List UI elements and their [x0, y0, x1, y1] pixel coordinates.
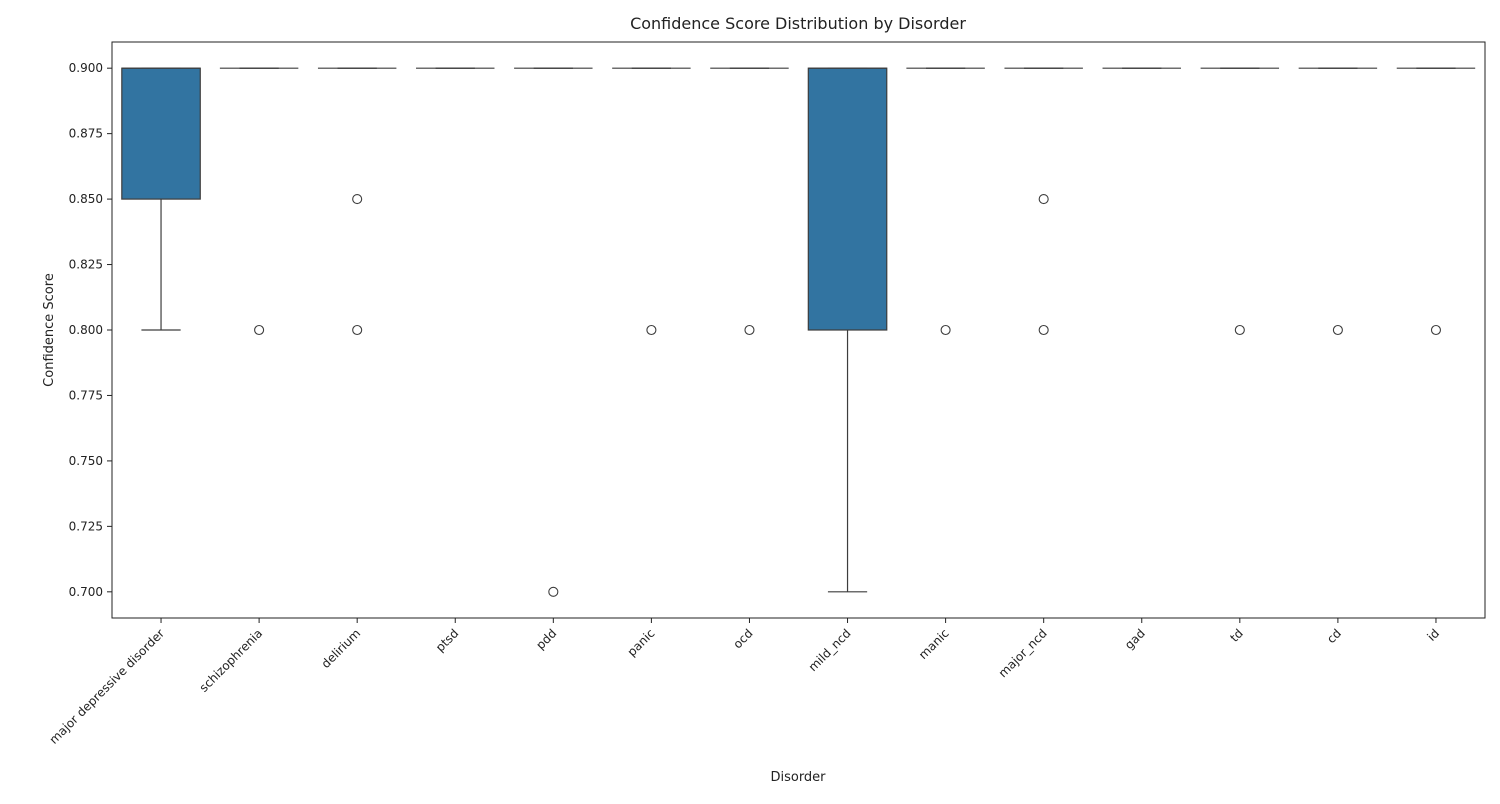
box-group-manic — [906, 67, 985, 336]
chart-title: Confidence Score Distribution by Disorde… — [630, 14, 966, 33]
outlier-point — [1430, 324, 1442, 336]
outlier-point — [548, 586, 559, 597]
y-tick-label: 0.700 — [69, 585, 103, 599]
plot-frame — [111, 41, 1486, 619]
x-tick-label: gad — [1122, 626, 1148, 652]
box-group-cd — [1298, 67, 1378, 336]
outlier-point — [1234, 324, 1245, 336]
y-axis-label: Confidence Score — [42, 273, 57, 387]
x-tick-label: major_ncd — [996, 626, 1050, 680]
box-group-panic — [612, 67, 691, 336]
x-tick-label: pdd — [533, 626, 559, 652]
outlier-point — [1332, 324, 1343, 336]
y-tick-label: 0.800 — [69, 323, 103, 337]
x-tick-label: manic — [916, 626, 952, 662]
x-tick-label: delirium — [319, 626, 364, 671]
x-tick-label: td — [1227, 626, 1246, 645]
box — [807, 67, 888, 331]
y-axis: 0.700 0.725 0.750 0.775 0.800 0.825 0.850 0.875… — [69, 61, 112, 599]
x-tick-label: ptsd — [433, 626, 461, 654]
outlier-point — [1038, 324, 1049, 336]
y-tick-label: 0.900 — [69, 61, 103, 75]
y-tick-label: 0.875 — [69, 127, 103, 141]
outlier-point — [744, 324, 755, 336]
box-group-ocd — [710, 67, 789, 336]
box-group-id — [1396, 67, 1476, 336]
x-tick-label: mild_ncd — [806, 626, 854, 674]
x-tick-label: schizophrenia — [197, 626, 266, 695]
outlier-point — [352, 194, 363, 205]
x-tick-label: cd — [1324, 626, 1344, 646]
box-group-major-depressive-disorder — [121, 67, 201, 331]
x-tick-label: panic — [625, 626, 658, 659]
outlier-point — [352, 324, 363, 336]
y-tick-label: 0.750 — [69, 454, 103, 468]
outlier-point — [1038, 194, 1049, 205]
outlier-point — [940, 324, 951, 336]
outlier-point — [254, 324, 265, 336]
x-tick-label: ocd — [730, 626, 755, 651]
outlier-point — [646, 324, 657, 336]
box-group-schizophrenia — [219, 67, 299, 336]
box-group-delirium — [317, 67, 397, 336]
x-axis: major depressive disorder schizophrenia de… — [47, 618, 1442, 747]
x-tick-label: id — [1424, 626, 1442, 644]
box — [121, 67, 201, 200]
y-tick-label: 0.825 — [69, 258, 103, 272]
y-tick-label: 0.725 — [69, 519, 103, 533]
y-tick-label: 0.850 — [69, 192, 103, 206]
y-tick-label: 0.775 — [69, 388, 103, 402]
box-group-mild-ncd — [807, 67, 888, 593]
x-tick-label: major depressive disorder — [47, 626, 168, 747]
box-group-major-ncd — [1004, 67, 1083, 336]
box-group-td — [1200, 67, 1280, 336]
box-group-pdd — [514, 67, 593, 597]
x-axis-label: Disorder — [770, 770, 826, 785]
plot-area — [121, 67, 1476, 597]
